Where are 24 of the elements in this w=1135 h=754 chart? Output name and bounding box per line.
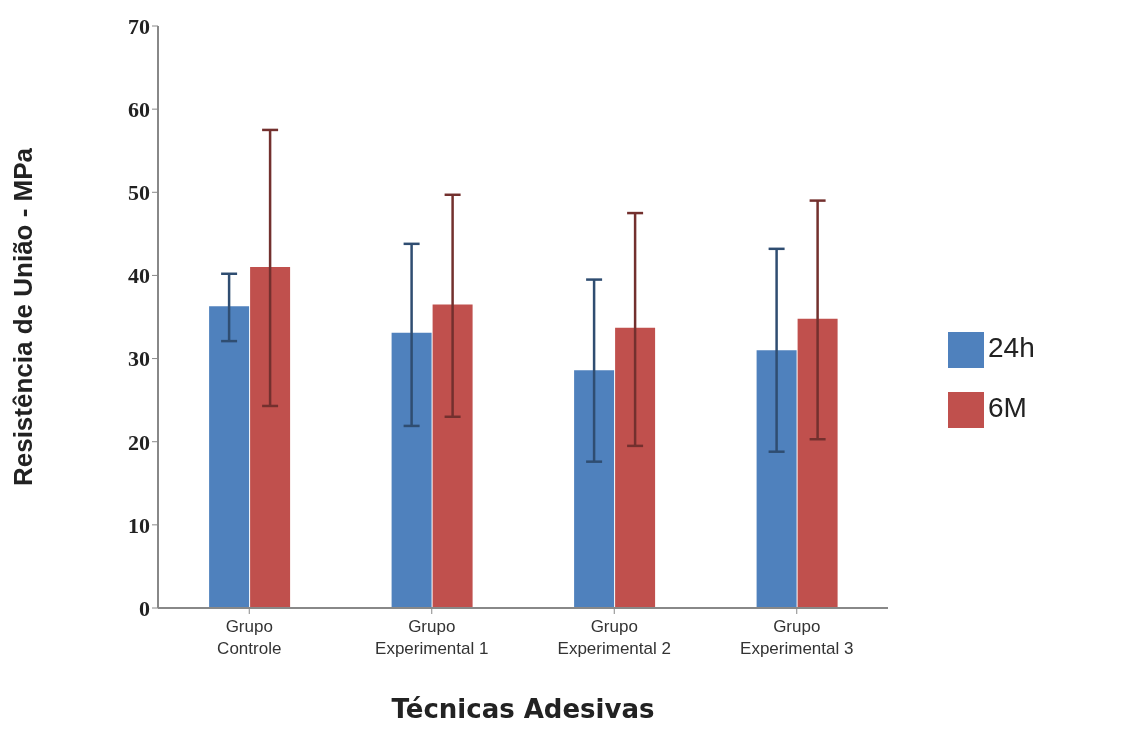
bar bbox=[615, 327, 656, 608]
y-tick-label: 60 bbox=[128, 96, 150, 122]
y-tick-label: 10 bbox=[128, 512, 150, 538]
bar bbox=[391, 332, 432, 608]
y-axis-title: Resistência de União - MPa bbox=[8, 147, 39, 487]
legend-label: 24h bbox=[988, 332, 1035, 363]
y-tick-label: 30 bbox=[128, 346, 150, 372]
x-tick-label: Grupo Experimental 3 bbox=[740, 617, 854, 658]
x-tick-label: Grupo Controle bbox=[217, 617, 282, 658]
bar bbox=[250, 267, 291, 608]
y-tick-label: 20 bbox=[128, 429, 150, 455]
y-tick-label: 50 bbox=[128, 180, 150, 206]
y-tick-label: 70 bbox=[128, 13, 150, 39]
legend-label: 6M bbox=[988, 392, 1027, 423]
x-tick-label: Grupo Experimental 1 bbox=[375, 617, 489, 658]
bar bbox=[209, 306, 250, 608]
y-tick-label: 0 bbox=[139, 595, 150, 621]
x-axis-title: Técnicas Adesivas bbox=[391, 694, 655, 724]
y-tick-label: 40 bbox=[128, 263, 150, 289]
x-tick-label: Grupo Experimental 2 bbox=[557, 617, 671, 658]
bar bbox=[574, 370, 615, 608]
bar bbox=[432, 304, 473, 608]
bar bbox=[756, 350, 797, 608]
bar bbox=[797, 318, 838, 608]
